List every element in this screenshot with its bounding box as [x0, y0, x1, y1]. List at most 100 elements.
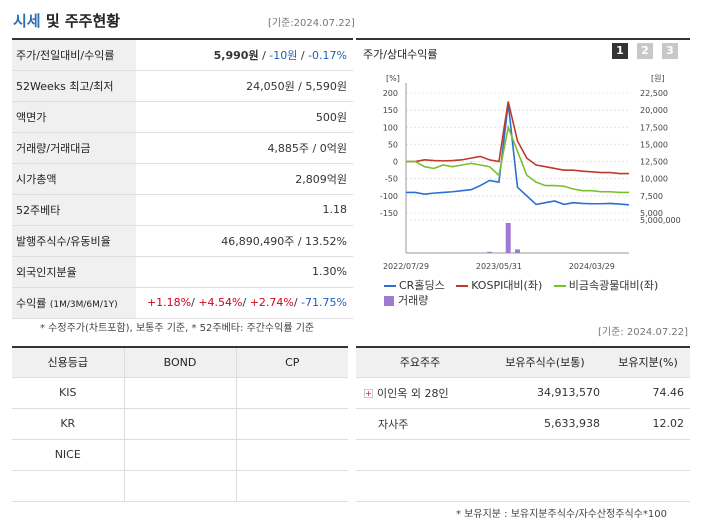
basis-date: [기준:2024.07.22] — [268, 18, 355, 29]
left-unit-label: [%] — [386, 74, 400, 83]
returns-value: +1.18%/ +4.54%/ +2.74%/ -71.75% — [136, 287, 353, 319]
legend-item-volume: 거래량 — [384, 292, 428, 308]
table-row: 발행주식수/유동비율 46,890,490주 / 13.52% — [12, 225, 353, 257]
x-tick-label: 2022/07/29 — [383, 262, 429, 271]
holder-shares: 34,913,570 — [484, 377, 606, 409]
left-tick-label: 100 — [383, 123, 398, 132]
table-row — [356, 470, 690, 502]
table-row: 외국인지분율 1.30% — [12, 256, 353, 288]
row-value: 46,890,490주 / 13.52% — [136, 225, 353, 257]
cell — [236, 408, 348, 440]
x-tick-label: 2023/05/31 — [476, 262, 522, 271]
col-header: CP — [236, 347, 348, 378]
table-row: 액면가 500원 — [12, 101, 353, 133]
legend-item-industry: 비금속광물대비(좌) — [553, 279, 658, 292]
price-table: 주가/전일대비/수익률 5,990원 / -10원 / -0.17% 52Wee… — [12, 38, 353, 319]
left-tick-label: 50 — [388, 140, 398, 149]
table-row: 시가총액 2,809억원 — [12, 163, 353, 195]
volume-bar — [505, 223, 511, 253]
row-label: 수익률 (1M/3M/6M/1Y) — [12, 287, 136, 319]
chart-legend: CR홀딩스 KOSPI대비(좌) 비금속광물대비(좌) — [384, 277, 658, 293]
row-value: 4,885주 / 0억원 — [136, 132, 353, 164]
expand-plus-icon[interactable]: + — [364, 389, 373, 398]
right-tick-label: 12,500 — [640, 158, 668, 167]
cell — [124, 439, 237, 471]
holders-table: 주요주주 보유주식수(보통) 보유지분(%) + 이인옥 외 28인 34,913… — [356, 346, 690, 502]
holder-name: 자사주 — [356, 408, 484, 440]
right-tick-label: 10,000 — [640, 175, 668, 184]
table-row: KIS — [12, 377, 348, 409]
right-tick-label: 22,500 — [640, 89, 668, 98]
table-row: + 이인옥 외 28인 34,913,570 74.46 — [356, 377, 690, 409]
legend-item-kospi: KOSPI대비(좌) — [456, 279, 542, 292]
cell — [124, 408, 237, 440]
series-line-0 — [406, 103, 630, 206]
cell: NICE — [12, 439, 125, 471]
volume-tick-label: 5,000,000 — [640, 216, 681, 225]
chart-tab-3[interactable]: 3 — [662, 43, 678, 59]
col-header: 보유지분(%) — [606, 347, 690, 378]
volume-bar — [515, 249, 520, 253]
left-tick-label: -100 — [380, 192, 398, 201]
series-line-2 — [406, 124, 629, 194]
right-tick-label: 5,000 — [640, 209, 663, 218]
holder-pct: 12.02 — [606, 408, 690, 440]
volume-bar — [487, 251, 493, 253]
row-label: 52Weeks 최고/최저 — [12, 70, 136, 102]
row-label: 시가총액 — [12, 163, 136, 195]
table-row: 52Weeks 최고/최저 24,050원 / 5,590원 — [12, 70, 353, 102]
row-label: 52주베타 — [12, 194, 136, 226]
footnote: * 수정주가(차트포함), 보통주 기준, * 52주베타: 주간수익률 기준 — [40, 323, 315, 334]
left-tick-label: 200 — [383, 89, 398, 98]
chart-tab-2[interactable]: 2 — [637, 43, 653, 59]
holders-basis: [기준: 2024.07.22] — [598, 327, 689, 338]
row-value: 5,990원 / -10원 / -0.17% — [136, 39, 353, 71]
chart-svg: [%] [원] 200 22,500 150 20,000 100 17,500 50 15,00… — [380, 74, 681, 271]
table-row — [356, 439, 690, 471]
credit-table: 신용등급 BOND CP KIS KR NICE — [12, 346, 348, 502]
x-tick-label: 2024/03/29 — [569, 262, 615, 271]
left-tick-label: -50 — [385, 175, 398, 184]
row-value: 24,050원 / 5,590원 — [136, 70, 353, 102]
table-row: NICE — [12, 439, 348, 471]
holder-shares: 5,633,938 — [484, 408, 606, 440]
cell — [236, 470, 348, 502]
right-tick-label: 15,000 — [640, 140, 668, 149]
row-label: 주가/전일대비/수익률 — [12, 39, 136, 71]
row-value: 1.18 — [136, 194, 353, 226]
right-tick-label: 17,500 — [640, 123, 668, 132]
col-header: BOND — [124, 347, 237, 378]
cell — [124, 377, 237, 409]
holder-pct: 74.46 — [606, 377, 690, 409]
right-tick-label: 7,500 — [640, 192, 663, 201]
cell: KR — [12, 408, 125, 440]
chart-panel-top — [356, 38, 690, 40]
chart-title: 주가/상대수익률 — [363, 48, 438, 61]
row-label: 외국인지분율 — [12, 256, 136, 288]
row-value: 1.30% — [136, 256, 353, 288]
table-row — [12, 470, 348, 502]
table-row: 거래량/거래대금 4,885주 / 0억원 — [12, 132, 353, 164]
row-value: 2,809억원 — [136, 163, 353, 195]
chart-tab-1[interactable]: 1 — [612, 43, 628, 59]
table-row: 수익률 (1M/3M/6M/1Y) +1.18%/ +4.54%/ +2.74%… — [12, 287, 353, 319]
chart-lines — [406, 101, 630, 206]
table-row: 52주베타 1.18 — [12, 194, 353, 226]
holder-name[interactable]: + 이인옥 외 28인 — [356, 377, 484, 409]
table-row: 주가/전일대비/수익률 5,990원 / -10원 / -0.17% — [12, 39, 353, 71]
right-unit-label: [원] — [651, 74, 665, 83]
col-header: 주요주주 — [356, 347, 484, 378]
table-row: 자사주 5,633,938 12.02 — [356, 408, 690, 440]
left-tick-label: 0 — [393, 158, 398, 167]
row-label: 액면가 — [12, 101, 136, 133]
col-header: 보유주식수(보통) — [484, 347, 606, 378]
cell — [124, 470, 237, 502]
col-header: 신용등급 — [12, 347, 125, 378]
row-label: 발행주식수/유동비율 — [12, 225, 136, 257]
cell: KIS — [12, 377, 125, 409]
table-row: KR — [12, 408, 348, 440]
left-tick-label: -150 — [380, 209, 398, 218]
series-line-1 — [406, 101, 629, 175]
row-value: 500원 — [136, 101, 353, 133]
page-title: 시세 및 주주현황 — [13, 12, 121, 30]
